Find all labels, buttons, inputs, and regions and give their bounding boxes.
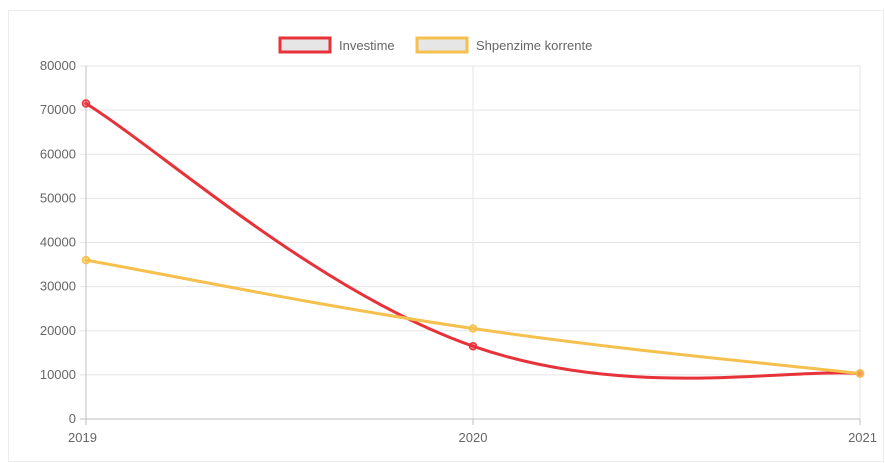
data-point-shpenzime-korrente-2021[interactable]: [855, 369, 865, 378]
legend-item-investime[interactable]: Investime: [278, 36, 395, 54]
data-point-shpenzime-korrente-2019[interactable]: [81, 255, 91, 265]
data-point-shpenzime-korrente-2020[interactable]: [468, 324, 478, 333]
y-tick-label: 40000: [40, 235, 76, 250]
data-point-investime-2020[interactable]: [468, 341, 478, 351]
legend-item-shpenzime-korrente[interactable]: Shpenzime korrente: [415, 36, 592, 54]
x-tick-label: 2021: [848, 430, 877, 445]
y-tick-label: 80000: [40, 58, 76, 73]
y-tick-label: 50000: [40, 190, 76, 205]
legend: Investime Shpenzime korrente: [278, 36, 592, 54]
y-tick-label: 70000: [40, 102, 76, 117]
x-tick-labels: 2019 2020 2021: [68, 430, 877, 445]
grid-lines: [80, 65, 861, 425]
legend-swatch-investime: [278, 36, 332, 54]
data-point-investime-2019[interactable]: [81, 99, 91, 108]
legend-swatch-shpenzime-korrente: [415, 36, 469, 54]
y-tick-labels: 0 10000 20000 30000 40000 50000 60000 70000 8000…: [40, 58, 76, 426]
chart-card: [8, 10, 884, 462]
y-tick-label: 0: [69, 411, 76, 426]
y-tick-label: 30000: [40, 279, 76, 294]
y-tick-label: 10000: [40, 367, 76, 382]
axes: [80, 66, 861, 425]
y-tick-label: 60000: [40, 146, 76, 161]
x-tick-label: 2019: [68, 430, 97, 445]
legend-label-investime: Investime: [339, 38, 395, 53]
legend-label-shpenzime-korrente: Shpenzime korrente: [476, 38, 592, 53]
y-tick-label: 20000: [40, 323, 76, 338]
x-tick-label: 2020: [459, 430, 488, 445]
data-points: [81, 99, 865, 378]
